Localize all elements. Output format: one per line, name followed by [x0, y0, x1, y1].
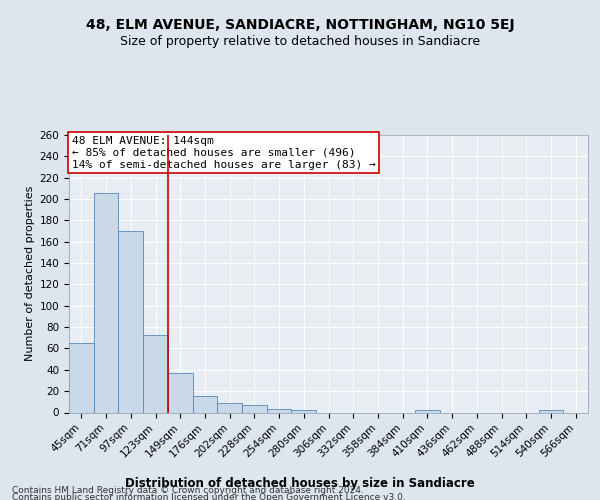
Bar [242, 405, 267, 412]
Text: Distribution of detached houses by size in Sandiacre: Distribution of detached houses by size … [125, 478, 475, 490]
Bar [143, 334, 168, 412]
Text: Contains HM Land Registry data © Crown copyright and database right 2024.: Contains HM Land Registry data © Crown c… [12, 486, 364, 495]
Bar [539, 410, 563, 412]
Text: 48, ELM AVENUE, SANDIACRE, NOTTINGHAM, NG10 5EJ: 48, ELM AVENUE, SANDIACRE, NOTTINGHAM, N… [86, 18, 514, 32]
Text: 48 ELM AVENUE: 144sqm
← 85% of detached houses are smaller (496)
14% of semi-det: 48 ELM AVENUE: 144sqm ← 85% of detached … [71, 136, 376, 170]
Bar [217, 403, 242, 412]
Text: Contains public sector information licensed under the Open Government Licence v3: Contains public sector information licen… [12, 494, 406, 500]
Bar [292, 410, 316, 412]
Text: Size of property relative to detached houses in Sandiacre: Size of property relative to detached ho… [120, 35, 480, 48]
Bar [118, 231, 143, 412]
Bar [94, 192, 118, 412]
Bar [69, 343, 94, 412]
Bar [267, 410, 292, 412]
Bar [193, 396, 217, 412]
Y-axis label: Number of detached properties: Number of detached properties [25, 186, 35, 362]
Bar [415, 410, 440, 412]
Bar [168, 373, 193, 412]
